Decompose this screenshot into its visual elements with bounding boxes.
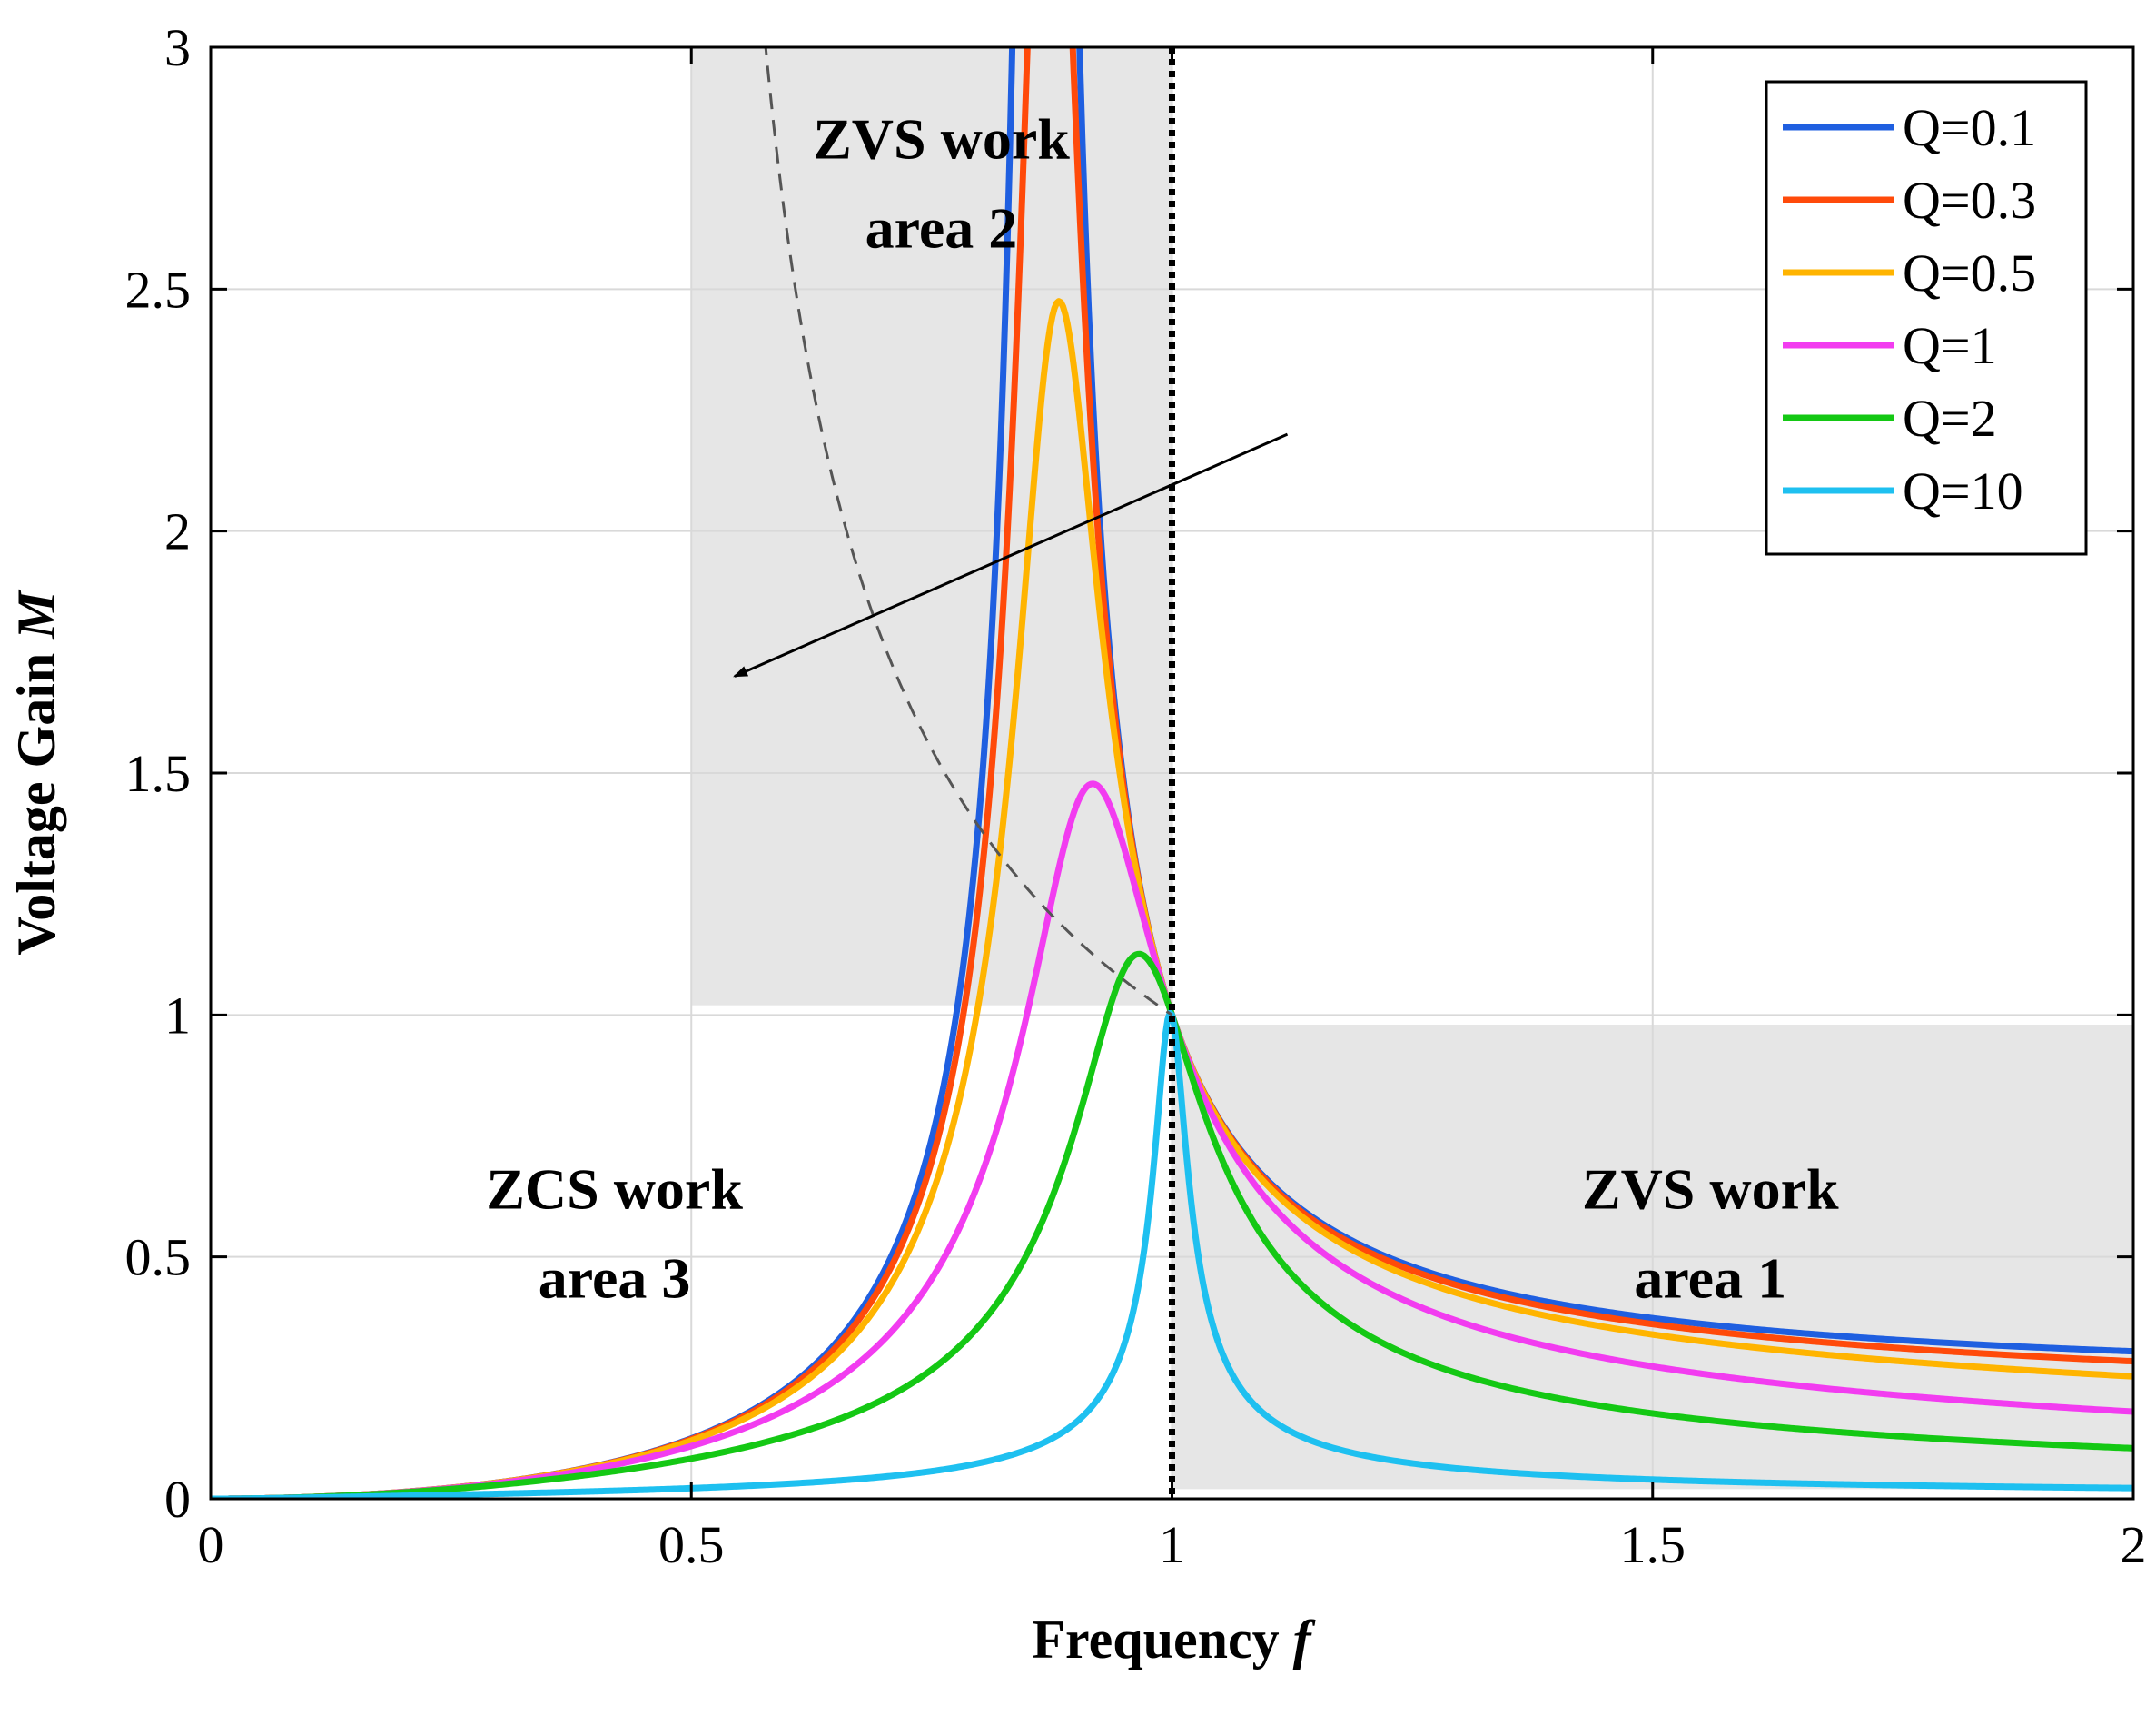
annotation-line-1: ZVS work	[1582, 1156, 1839, 1221]
legend-label-1: Q=0.1	[1903, 98, 2036, 157]
legend-label-5: Q=2	[1903, 389, 1997, 448]
annotation-line-2: area 3	[539, 1245, 691, 1310]
y-tick-label: 3	[164, 18, 191, 77]
annotation-line-2: area 2	[865, 196, 1018, 261]
x-tick-label: 0.5	[658, 1515, 725, 1574]
legend-label-4: Q=1	[1903, 316, 1997, 375]
y-axis-label: Voltage Gain M	[6, 589, 66, 956]
y-axis-ticks: 0 0.5 1 1.5 2 2.5 3	[125, 18, 2133, 1529]
annotation-zcs-area-3: ZCS work area 3	[486, 1156, 743, 1310]
x-axis-label-text: Frequency	[1032, 1610, 1292, 1670]
legend: Q=0.1 Q=0.3 Q=0.5 Q=1 Q=2 Q=10	[1765, 80, 2088, 556]
annotation-line-2: area 1	[1634, 1245, 1786, 1310]
y-tick-label: 0	[164, 1470, 191, 1529]
y-tick-label: 1.5	[125, 744, 192, 803]
x-tick-label: 1.5	[1620, 1515, 1686, 1574]
legend-label-3: Q=0.5	[1903, 243, 2036, 302]
y-tick-label: 2	[164, 502, 191, 561]
boundary-curve	[764, 47, 1173, 1016]
x-tick-label: 1	[1159, 1515, 1185, 1574]
overlays	[733, 47, 1289, 1499]
x-tick-label: 2	[2121, 1515, 2147, 1574]
x-axis-ticks: 0 0.5 1 1.5 2	[198, 47, 2147, 1574]
annotation-zvs-area-2: ZVS work area 2	[813, 107, 1070, 261]
pointer-arrow	[733, 432, 1289, 678]
x-tick-label: 0	[198, 1515, 224, 1574]
y-axis-label-text: Voltage Gain	[6, 639, 66, 956]
y-tick-label: 2.5	[125, 260, 192, 319]
legend-box	[1765, 80, 2088, 556]
y-axis-label-var: M	[6, 589, 66, 640]
legend-label-2: Q=0.3	[1903, 171, 2036, 230]
x-axis-label-var: f	[1293, 1610, 1316, 1670]
legend-label-6: Q=10	[1903, 461, 2023, 520]
x-axis-label: Frequency f	[1032, 1610, 1315, 1670]
y-tick-label: 1	[164, 986, 191, 1045]
annotations: ZVS work area 2 ZCS work area 3 ZVS work area…	[486, 107, 1839, 1311]
y-tick-label: 0.5	[125, 1228, 192, 1287]
annotation-line-1: ZVS work	[813, 107, 1070, 172]
annotation-line-1: ZCS work	[486, 1156, 743, 1221]
annotation-zvs-area-1: ZVS work area 1	[1582, 1156, 1839, 1310]
